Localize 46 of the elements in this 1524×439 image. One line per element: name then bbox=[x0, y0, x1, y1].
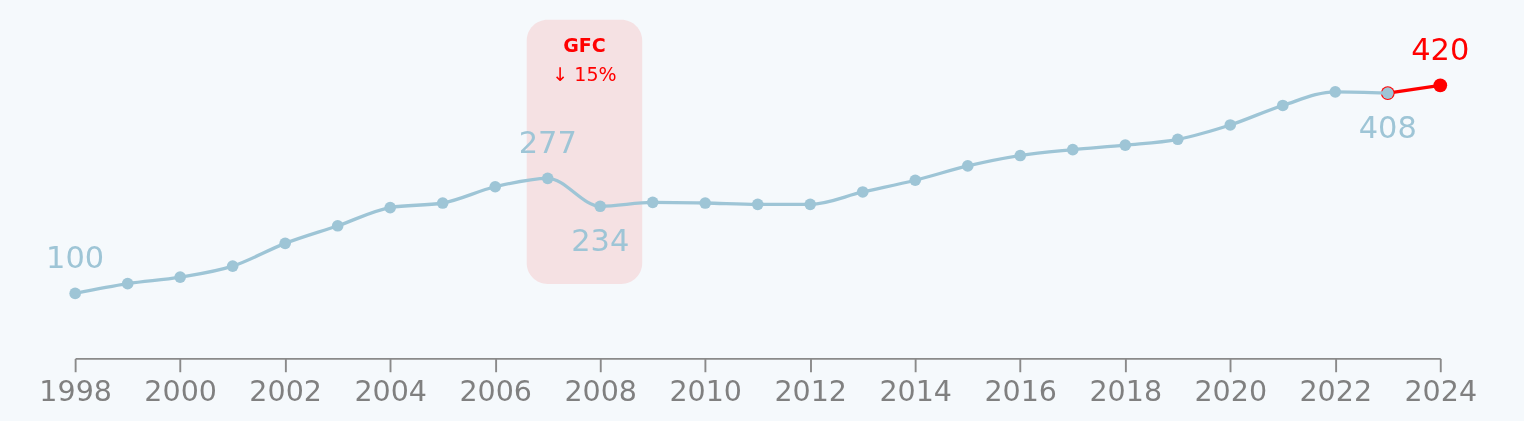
x-tick-label: 1998 bbox=[39, 374, 112, 408]
point bbox=[1066, 143, 1079, 156]
data-label: 100 bbox=[46, 239, 105, 275]
point bbox=[856, 186, 869, 198]
point bbox=[594, 200, 607, 213]
point bbox=[646, 196, 659, 209]
x-tick-label: 2000 bbox=[144, 374, 217, 408]
point bbox=[1433, 78, 1448, 93]
point bbox=[69, 287, 81, 300]
data-label: 277 bbox=[518, 124, 577, 160]
point bbox=[279, 237, 291, 250]
point bbox=[699, 197, 712, 209]
x-tick-label: 2016 bbox=[984, 374, 1058, 408]
point bbox=[384, 201, 397, 214]
point bbox=[1276, 99, 1289, 112]
x-tick-label: 2018 bbox=[1089, 374, 1163, 408]
point bbox=[804, 198, 817, 211]
data-label: 408 bbox=[1358, 109, 1417, 145]
point bbox=[436, 197, 449, 209]
point bbox=[541, 172, 554, 185]
band-label: GFC ↓ 15% bbox=[552, 34, 617, 85]
point bbox=[1171, 133, 1184, 146]
point bbox=[1224, 119, 1237, 131]
x-tick-label: 2024 bbox=[1404, 374, 1478, 408]
data-label: 234 bbox=[571, 222, 630, 258]
point bbox=[1329, 86, 1342, 98]
x-tick-label: 2020 bbox=[1194, 374, 1268, 408]
x-tick-label: 2012 bbox=[774, 374, 847, 408]
x-tick-label: 2008 bbox=[564, 374, 637, 408]
x-tick-label: 2004 bbox=[354, 374, 427, 408]
x-tick-label: 2014 bbox=[879, 374, 952, 408]
x-tick-label: 2002 bbox=[249, 374, 322, 408]
point bbox=[961, 160, 974, 172]
point bbox=[1119, 139, 1132, 151]
x-tick-label: 2006 bbox=[459, 374, 532, 408]
point bbox=[1014, 149, 1027, 162]
point bbox=[121, 277, 134, 290]
point bbox=[751, 198, 764, 211]
point bbox=[174, 271, 186, 283]
x-tick-label: 2010 bbox=[669, 374, 742, 408]
data-label: 420 bbox=[1411, 31, 1470, 67]
point bbox=[331, 219, 344, 232]
point bbox=[226, 260, 239, 272]
x-tick-label: 2022 bbox=[1299, 374, 1373, 408]
point bbox=[489, 180, 502, 193]
point bbox=[909, 174, 922, 187]
